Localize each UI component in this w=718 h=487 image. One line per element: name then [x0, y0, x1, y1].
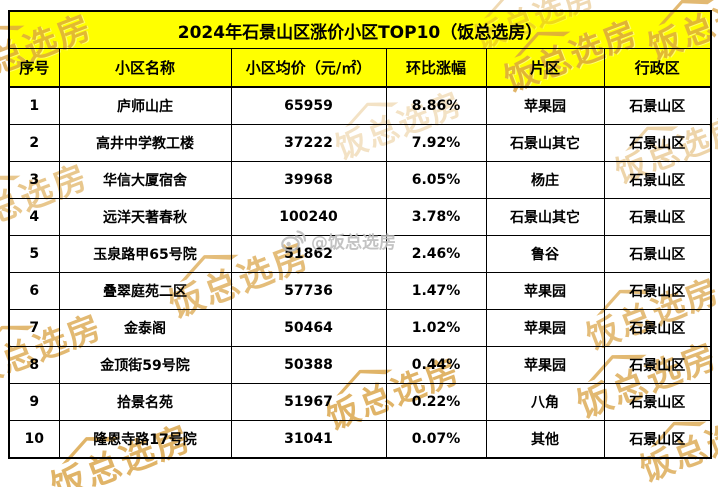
- cell-district: 石景山区: [603, 420, 712, 459]
- cell-mom-change: 1.02%: [385, 309, 487, 347]
- cell-rank: 7: [8, 309, 60, 347]
- cell-area: 鲁谷: [485, 235, 605, 273]
- cell-district: 石景山区: [603, 124, 712, 162]
- cell-rank: 3: [8, 161, 60, 199]
- column-header-area: 片区: [485, 48, 605, 88]
- cell-area: 石景山其它: [485, 124, 605, 162]
- cell-mom-change: 1.47%: [385, 272, 487, 310]
- column-header-avg-price: 小区均价（元/㎡）: [230, 48, 387, 88]
- cell-avg-price: 51967: [230, 383, 387, 421]
- cell-community-name: 金泰阁: [58, 309, 232, 347]
- cell-avg-price: 50464: [230, 309, 387, 347]
- table-row: 7 金泰阁 50464 1.02% 苹果园 石景山区: [8, 309, 712, 347]
- cell-rank: 6: [8, 272, 60, 310]
- cell-avg-price: 65959: [230, 86, 387, 125]
- cell-avg-price: 31041: [230, 420, 387, 459]
- cell-mom-change: 2.46%: [385, 235, 487, 273]
- cell-avg-price: 57736: [230, 272, 387, 310]
- cell-community-name: 庐师山庄: [58, 86, 232, 125]
- price-ranking-table: 2024年石景山区涨价小区TOP10（饭总选房） 序号 小区名称 小区均价（元/…: [8, 10, 713, 459]
- cell-community-name: 玉泉路甲65号院: [58, 235, 232, 273]
- table-row: 1 庐师山庄 65959 8.86% 苹果园 石景山区: [8, 86, 712, 125]
- cell-mom-change: 8.86%: [385, 86, 487, 125]
- table-row: 4 远洋天著春秋 100240 3.78% 石景山其它 石景山区: [8, 198, 712, 236]
- cell-rank: 5: [8, 235, 60, 273]
- cell-avg-price: 100240: [230, 198, 387, 236]
- table-body: 2024年石景山区涨价小区TOP10（饭总选房） 序号 小区名称 小区均价（元/…: [8, 10, 712, 459]
- cell-rank: 4: [8, 198, 60, 236]
- table-row: 3 华信大厦宿舍 39968 6.05% 杨庄 石景山区: [8, 161, 712, 199]
- cell-avg-price: 51862: [230, 235, 387, 273]
- cell-community-name: 远洋天著春秋: [58, 198, 232, 236]
- cell-area: 苹果园: [485, 86, 605, 125]
- cell-mom-change: 6.05%: [385, 161, 487, 199]
- cell-area: 其他: [485, 420, 605, 459]
- cell-community-name: 华信大厦宿舍: [58, 161, 232, 199]
- cell-area: 苹果园: [485, 272, 605, 310]
- cell-mom-change: 3.78%: [385, 198, 487, 236]
- cell-district: 石景山区: [603, 309, 712, 347]
- table-row: 5 玉泉路甲65号院 51862 2.46% 鲁谷 石景山区: [8, 235, 712, 273]
- cell-area: 杨庄: [485, 161, 605, 199]
- cell-rank: 8: [8, 346, 60, 384]
- cell-rank: 1: [8, 86, 60, 125]
- column-header-rank: 序号: [8, 48, 60, 88]
- table-row: 6 叠翠庭苑二区 57736 1.47% 苹果园 石景山区: [8, 272, 712, 310]
- cell-district: 石景山区: [603, 235, 712, 273]
- cell-community-name: 金顶街59号院: [58, 346, 232, 384]
- cell-district: 石景山区: [603, 161, 712, 199]
- table-column-header-row: 序号 小区名称 小区均价（元/㎡） 环比涨幅 片区 行政区: [8, 48, 712, 88]
- cell-district: 石景山区: [603, 272, 712, 310]
- table-row: 9 拾景名苑 51967 0.22% 八角 石景山区: [8, 383, 712, 421]
- cell-community-name: 隆恩寺路17号院: [58, 420, 232, 459]
- cell-district: 石景山区: [603, 383, 712, 421]
- column-header-community-name: 小区名称: [58, 48, 232, 88]
- cell-mom-change: 0.22%: [385, 383, 487, 421]
- cell-rank: 9: [8, 383, 60, 421]
- cell-avg-price: 37222: [230, 124, 387, 162]
- cell-area: 石景山其它: [485, 198, 605, 236]
- table-title-row: 2024年石景山区涨价小区TOP10（饭总选房）: [8, 10, 712, 49]
- cell-avg-price: 39968: [230, 161, 387, 199]
- cell-district: 石景山区: [603, 346, 712, 384]
- cell-area: 苹果园: [485, 346, 605, 384]
- cell-mom-change: 0.44%: [385, 346, 487, 384]
- cell-rank: 2: [8, 124, 60, 162]
- cell-area: 苹果园: [485, 309, 605, 347]
- cell-area: 八角: [485, 383, 605, 421]
- cell-district: 石景山区: [603, 86, 712, 125]
- column-header-mom-change: 环比涨幅: [385, 48, 487, 88]
- cell-community-name: 叠翠庭苑二区: [58, 272, 232, 310]
- table-row: 2 高井中学教工楼 37222 7.92% 石景山其它 石景山区: [8, 124, 712, 162]
- table-title: 2024年石景山区涨价小区TOP10（饭总选房）: [8, 10, 712, 49]
- cell-rank: 10: [8, 420, 60, 459]
- cell-mom-change: 7.92%: [385, 124, 487, 162]
- cell-district: 石景山区: [603, 198, 712, 236]
- cell-mom-change: 0.07%: [385, 420, 487, 459]
- table-row: 8 金顶街59号院 50388 0.44% 苹果园 石景山区: [8, 346, 712, 384]
- table-row: 10 隆恩寺路17号院 31041 0.07% 其他 石景山区: [8, 420, 712, 459]
- cell-avg-price: 50388: [230, 346, 387, 384]
- column-header-district: 行政区: [603, 48, 712, 88]
- cell-community-name: 拾景名苑: [58, 383, 232, 421]
- cell-community-name: 高井中学教工楼: [58, 124, 232, 162]
